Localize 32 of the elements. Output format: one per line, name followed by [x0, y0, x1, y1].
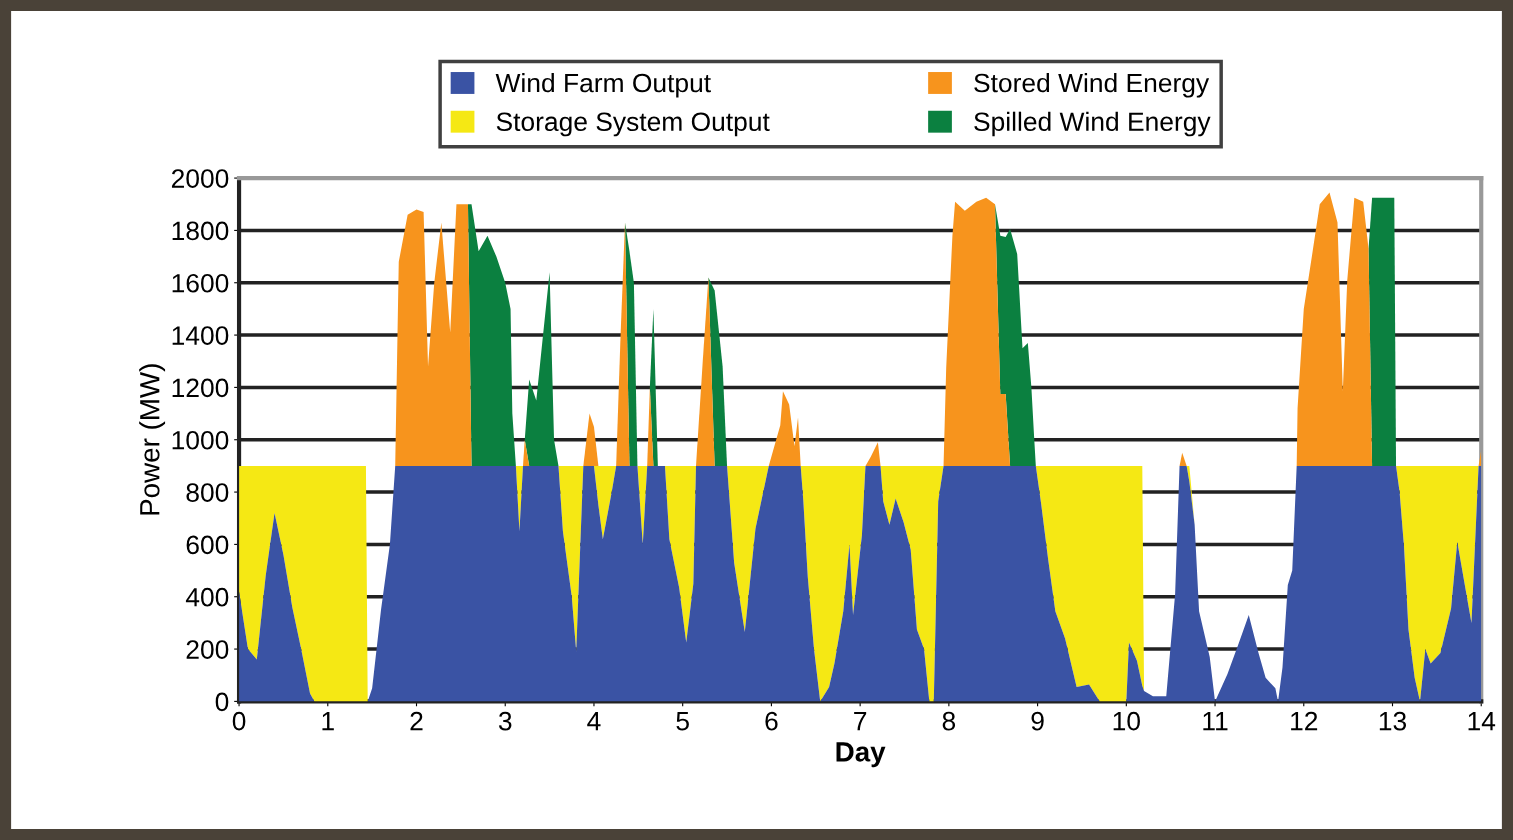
y-tick-label: 1800: [172, 221, 229, 241]
y-tick-label: 200: [186, 640, 229, 659]
x-tick-label: 6: [765, 711, 778, 731]
y-tick-label: 2000: [171, 169, 229, 188]
y-tick-label: 800: [186, 483, 229, 502]
y-tick-label: 1200: [172, 378, 229, 398]
x-tick-label: 12: [1291, 711, 1318, 731]
x-tick-label: 7: [854, 712, 867, 731]
x-tick-label: 9: [1031, 711, 1044, 731]
legend-label: Stored Wind Energy: [974, 72, 1210, 98]
y-axis-title: Power (MW): [139, 364, 166, 515]
x-tick-label: 14: [1468, 712, 1496, 731]
y-tick-label: 600: [186, 535, 229, 555]
x-tick-label: 13: [1379, 711, 1407, 731]
y-tick-label: 1600: [172, 273, 229, 293]
y-tick-label: 400: [185, 587, 229, 607]
x-tick-label: 3: [498, 711, 512, 731]
x-tick-label: 11: [1203, 712, 1228, 731]
legend-label: Wind Farm Output: [495, 72, 711, 98]
x-tick-label: 0: [232, 711, 246, 731]
x-tick-label: 2: [410, 711, 423, 731]
x-tick-label: 4: [587, 712, 601, 731]
legend-label: Storage System Output: [496, 112, 770, 137]
x-axis-title: Day: [836, 742, 886, 768]
x-tick-label: 5: [676, 712, 689, 731]
y-tick-label: 1400: [172, 326, 229, 345]
x-tick-label: 1: [322, 712, 334, 731]
y-tick-label: 0: [215, 692, 229, 712]
y-tick-label: 1000: [172, 430, 229, 450]
x-tick-label: 8: [942, 711, 956, 731]
x-tick-label: 10: [1113, 711, 1140, 731]
legend-label: Spilled Wind Energy: [974, 111, 1211, 137]
